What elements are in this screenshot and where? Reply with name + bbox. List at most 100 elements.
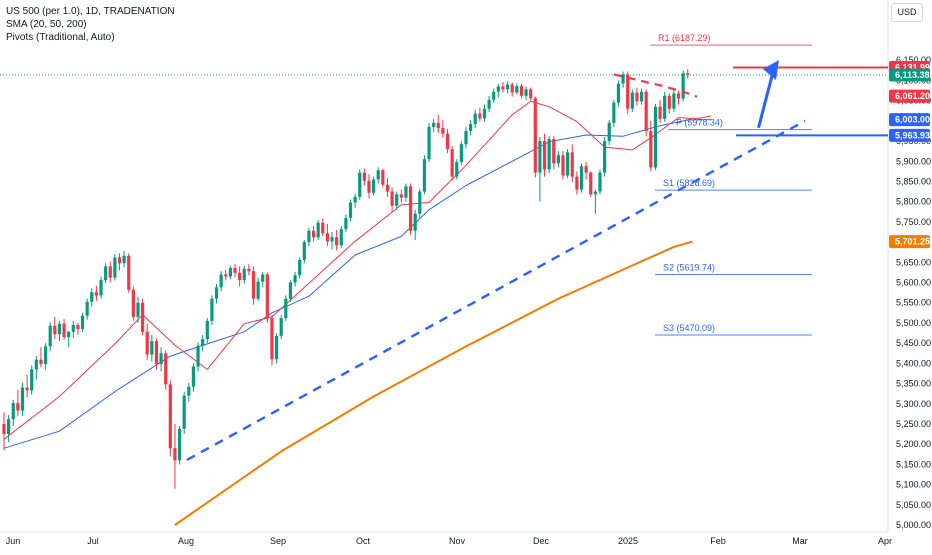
candle-body — [339, 229, 343, 246]
candle-body — [335, 237, 339, 246]
candle-body — [542, 141, 547, 170]
candle-body — [238, 272, 242, 281]
candle-body — [362, 172, 366, 181]
candle-body — [635, 92, 639, 102]
candle-body — [658, 106, 662, 119]
candle-body — [261, 274, 265, 282]
candle-body — [187, 386, 191, 396]
candle-body — [408, 186, 413, 231]
time-axis[interactable]: Jun Jul Aug Sep Oct Nov Dec 2025 Feb Mar Apr — [6, 536, 892, 546]
price-tick-label: 5,050.00 — [896, 500, 931, 510]
candle-body — [104, 266, 108, 281]
candle-body — [302, 242, 306, 260]
candle-body — [150, 341, 154, 355]
candle-body — [538, 141, 542, 173]
candle-body — [639, 91, 644, 102]
candle-body — [395, 194, 399, 206]
candle-body — [25, 387, 29, 391]
candle-body — [519, 86, 524, 96]
candle-body — [265, 274, 269, 319]
candle-body — [441, 128, 445, 134]
candle-body — [455, 162, 459, 177]
candle-body — [251, 271, 256, 299]
candle-body — [358, 172, 362, 197]
candle-body — [201, 339, 205, 346]
legend: US 500 (per 1.0), 1D, TRADENATION SMA (2… — [6, 5, 175, 44]
time-tick-label: Jun — [6, 536, 21, 546]
candle-body — [547, 139, 551, 170]
candle-body — [177, 428, 182, 461]
resistance-dashed-line — [613, 73, 698, 98]
price-tick-label: 5,000.00 — [896, 520, 931, 530]
candle-body — [469, 124, 473, 131]
candle-body — [94, 292, 98, 296]
price-tick-label: 5,850.00 — [896, 176, 931, 186]
candle-body — [141, 302, 145, 332]
candle-body — [464, 130, 468, 145]
candle-body — [154, 341, 159, 365]
candle-body — [533, 98, 537, 173]
price-label-text: 6,131.99 — [895, 62, 930, 72]
price-axis[interactable]: 6,150.006,100.006,050.005,950.005,900.00… — [889, 55, 931, 530]
candle-body — [376, 170, 380, 180]
candle-body — [589, 172, 593, 195]
candle-body — [612, 102, 616, 123]
price-tick-label: 5,550.00 — [896, 298, 931, 308]
candle-body — [325, 233, 329, 242]
legend-symbol[interactable]: US 500 (per 1.0), 1D, TRADENATION — [6, 6, 175, 17]
price-label-text: 5,701.25 — [895, 237, 930, 247]
candle-body — [219, 274, 223, 288]
price-label-text: 6,061.20 — [895, 91, 930, 101]
candle-body — [80, 315, 85, 329]
candle-body — [164, 353, 168, 385]
candle-body — [168, 384, 172, 449]
sma50-line — [3, 119, 711, 449]
candle-body — [381, 170, 385, 185]
time-tick-label: Sep — [270, 536, 286, 546]
price-label-box — [889, 235, 930, 249]
candle-body — [182, 395, 186, 429]
price-tick-label: 5,200.00 — [896, 439, 931, 449]
candle-body — [593, 191, 597, 195]
candle-body — [566, 152, 570, 176]
legend-pivots[interactable]: Pivots (Traditional, Auto) — [6, 32, 115, 43]
candle-body — [524, 89, 528, 96]
candle-body — [422, 159, 427, 192]
candle-body — [473, 113, 477, 125]
legend-sma[interactable]: SMA (20, 50, 200) — [6, 19, 87, 30]
candle-body — [630, 92, 634, 109]
candle-body — [584, 166, 588, 173]
candle-body — [515, 86, 519, 93]
candle-body — [311, 230, 316, 238]
price-tick-label: 5,450.00 — [896, 338, 931, 348]
price-tick-label: 5,800.00 — [896, 197, 931, 207]
price-label-box — [889, 128, 930, 142]
candle-body — [663, 95, 667, 119]
candle-body — [11, 402, 15, 420]
candle-body — [136, 302, 140, 317]
currency-selector[interactable]: USD — [891, 3, 923, 22]
price-tick-label: 5,150.00 — [896, 459, 931, 469]
price-label-text: 6,003.00 — [895, 115, 930, 125]
candle-body — [57, 323, 62, 335]
candle-body — [667, 95, 671, 109]
price-tick-label: 5,250.00 — [896, 419, 931, 429]
candle-body — [196, 345, 200, 367]
candle-body — [579, 166, 584, 190]
candle-body — [113, 257, 117, 278]
time-tick-label: Dec — [533, 536, 550, 546]
candle-body — [2, 423, 6, 435]
sma-layer — [3, 100, 711, 526]
candle-body — [228, 267, 232, 277]
candle-body — [561, 155, 565, 176]
candle-body — [214, 287, 219, 299]
candle-body — [353, 196, 357, 203]
candle-body — [529, 89, 533, 99]
candle-body — [298, 259, 302, 276]
price-tick-label: 5,650.00 — [896, 257, 931, 267]
candle-body — [117, 257, 122, 264]
candle-body — [644, 91, 648, 131]
candle-body — [270, 318, 274, 360]
candle-body — [505, 84, 510, 90]
